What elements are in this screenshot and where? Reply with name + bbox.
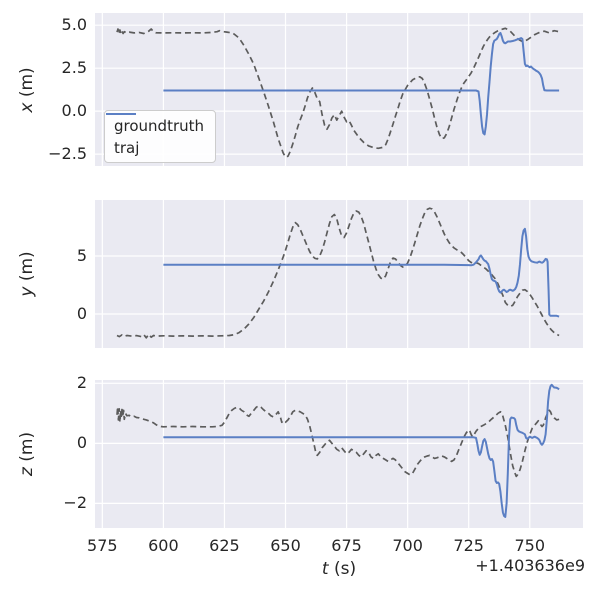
- ytick-label-z: −2: [63, 493, 87, 513]
- xlabel-unit: (s): [333, 559, 357, 579]
- ytick-label-y: 5: [76, 246, 87, 266]
- xlabel: t (s): [322, 559, 356, 579]
- axes-background-y: [95, 200, 583, 348]
- legend-label-groundtruth: groundtruth: [114, 116, 205, 135]
- groundtruth-line-y: [116, 207, 560, 339]
- axes-background-z: [95, 380, 583, 528]
- ytick-label-x: 2.5: [61, 58, 87, 78]
- ytick-label-z: 2: [76, 373, 87, 393]
- ytick-label-z: 0: [76, 433, 87, 453]
- traj-line-z: [163, 383, 560, 518]
- legend: groundtruth traj: [104, 110, 217, 163]
- axis-offset-text: +1.403636e9: [475, 556, 585, 575]
- xlabel-var: t: [321, 559, 329, 579]
- legend-label-traj: traj: [114, 138, 140, 157]
- groundtruth-line-z: [116, 404, 560, 478]
- ylabel-y-var: y: [17, 286, 37, 297]
- xtick-label: 625: [209, 536, 240, 555]
- ytick-label-x: −2.5: [48, 144, 87, 164]
- ytick-label-x: 0.0: [61, 101, 87, 121]
- xtick-label: 575: [87, 536, 118, 555]
- ytick-label-y: 0: [76, 304, 87, 324]
- xtick-label: 725: [453, 536, 484, 555]
- xtick-label: 675: [331, 536, 362, 555]
- legend-entry-groundtruth: groundtruth: [106, 113, 205, 135]
- xtick-label: 600: [148, 536, 179, 555]
- xtick-label: 750: [514, 536, 546, 555]
- ylabel-x-var: x: [17, 102, 37, 113]
- ylabel-x: x (m): [17, 67, 37, 112]
- traj-line-y: [163, 227, 560, 318]
- ylabel-y: y (m): [17, 251, 37, 296]
- traj-line-x: [163, 31, 560, 136]
- ylabel-y-unit: (m): [17, 251, 37, 282]
- ylabel-z-unit: (m): [17, 431, 37, 462]
- groundtruth-line-x: [116, 27, 560, 159]
- ylabel-x-unit: (m): [17, 67, 37, 98]
- legend-entry-traj: traj: [106, 113, 204, 157]
- ylabel-z-var: z: [17, 467, 37, 477]
- ytick-label-x: 5.0: [61, 15, 87, 35]
- ylabel-z: z (m): [17, 432, 37, 476]
- xtick-label: 700: [392, 536, 423, 555]
- xtick-label: 650: [270, 536, 301, 555]
- solid-line-sample-icon: [106, 113, 136, 115]
